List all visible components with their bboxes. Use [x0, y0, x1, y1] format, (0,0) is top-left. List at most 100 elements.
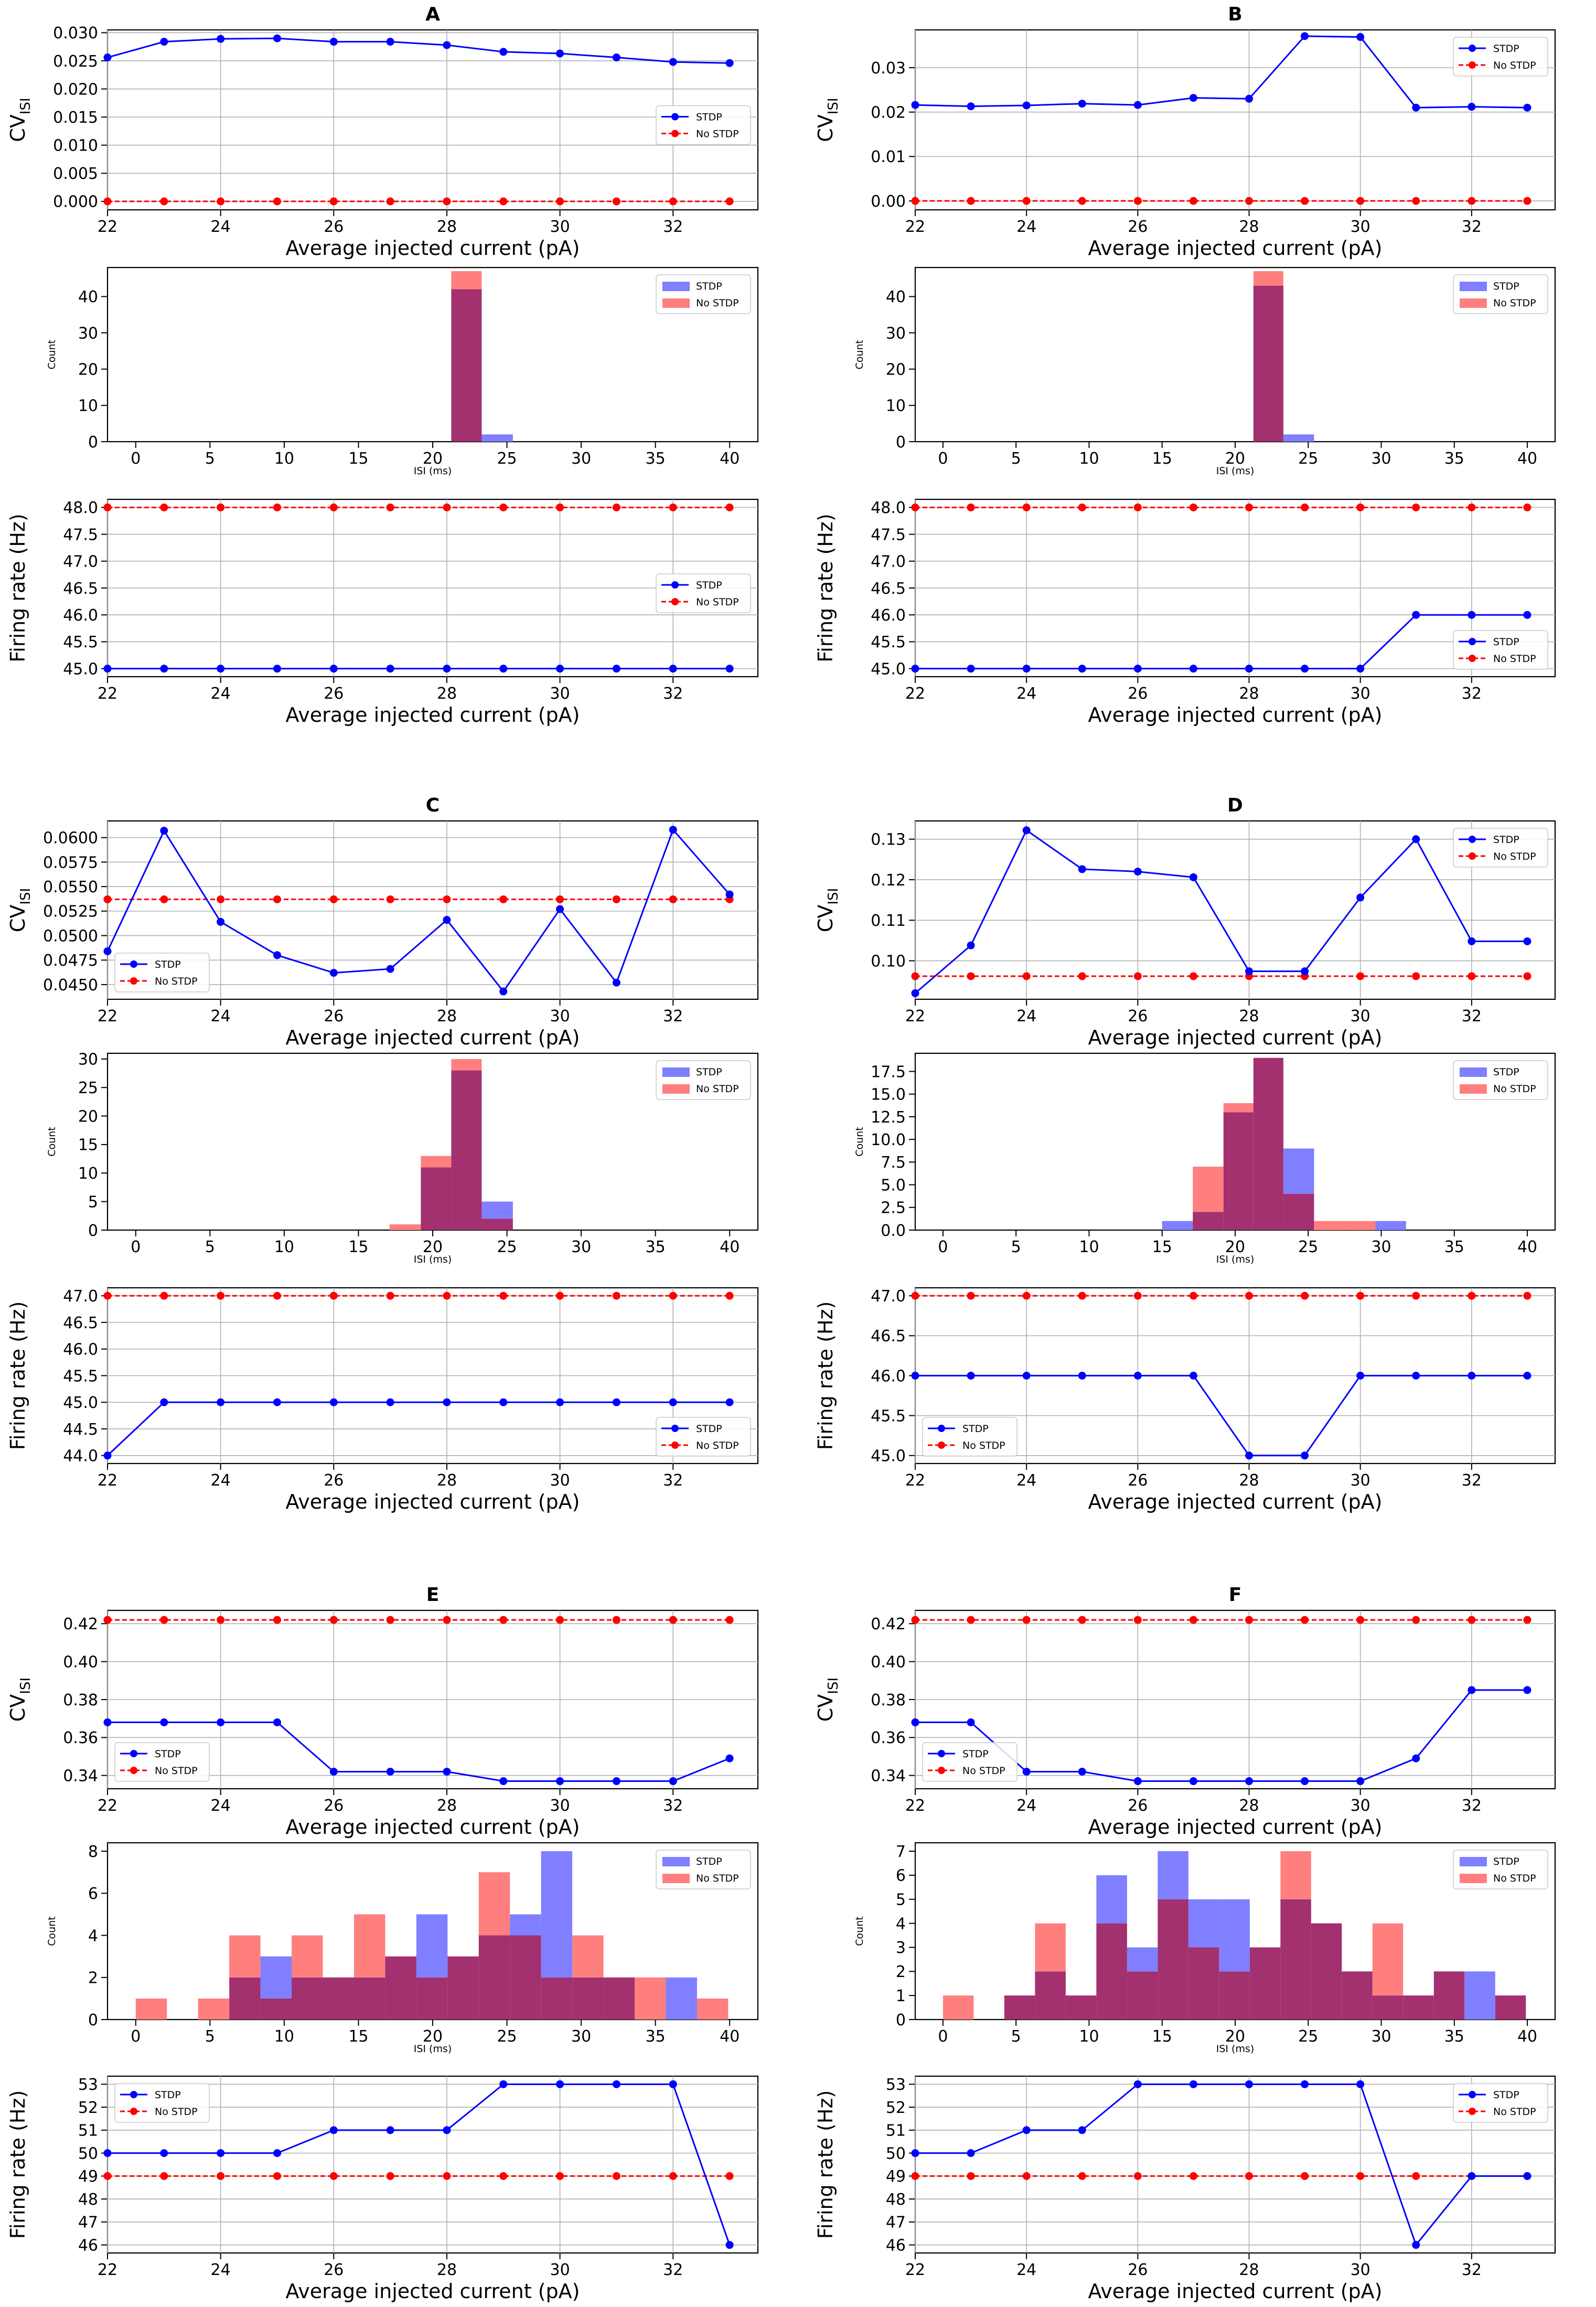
hist-bar-overlap — [323, 1977, 354, 2020]
nostdp-point — [669, 1616, 677, 1624]
stdp-point — [556, 49, 564, 58]
stdp-point — [1301, 2080, 1309, 2088]
ytick-label: 3 — [896, 1939, 906, 1957]
stdp-point — [1301, 1777, 1309, 1786]
stdp-point — [217, 917, 225, 926]
xtick-label: 32 — [663, 1797, 683, 1815]
hist-bar-nostdp — [1372, 1923, 1404, 1996]
nostdp-point — [669, 895, 677, 903]
legend-nostdp-patch — [662, 1084, 690, 1094]
legend-nostdp-label: No STDP — [962, 1440, 1005, 1451]
ytick-label: 0.00 — [871, 193, 906, 211]
panel-title: B — [1228, 4, 1242, 25]
stdp-point — [329, 665, 338, 673]
stdp-point — [443, 665, 451, 673]
legend-stdp-marker — [1469, 836, 1476, 843]
stdp-point — [1468, 1686, 1476, 1694]
ytick-label: 40 — [886, 288, 906, 306]
ytick-label: 0.40 — [63, 1653, 98, 1671]
ytick-label: 45.5 — [871, 1407, 906, 1425]
nostdp-point — [1078, 1616, 1086, 1624]
hist-bar-overlap — [541, 1977, 573, 2020]
stdp-point — [217, 2149, 225, 2158]
stdp-point — [1245, 1777, 1254, 1786]
xtick-label: 28 — [1239, 1007, 1259, 1026]
nostdp-point — [612, 197, 620, 206]
stdp-point — [273, 2149, 281, 2158]
legend-stdp-label: STDP — [696, 112, 722, 123]
xtick-label: 26 — [324, 1471, 344, 1490]
stdp-point — [273, 665, 281, 673]
hist-bar-overlap — [1372, 1995, 1404, 2020]
xtick-label: 35 — [646, 1238, 666, 1256]
hist-bar-overlap — [447, 1956, 479, 2020]
ytick-label: 46.5 — [871, 580, 906, 598]
ytick-label: 6 — [896, 1867, 906, 1885]
xtick-label: 32 — [663, 1471, 683, 1490]
ytick-label: 52 — [78, 2099, 98, 2117]
hist-bar-stdp — [1188, 1899, 1219, 1948]
hist-bar-stdp — [1096, 1875, 1127, 1924]
ytick-label: 0.0550 — [43, 878, 98, 896]
ytick-label: 51 — [886, 2122, 906, 2140]
nostdp-point — [669, 197, 677, 206]
xtick-label: 22 — [98, 1471, 117, 1490]
stdp-point — [1356, 1372, 1365, 1380]
ytick-label: 47.5 — [871, 526, 906, 544]
nostdp-point — [103, 197, 112, 206]
hist-bar-overlap — [1004, 1995, 1035, 2020]
nostdp-point — [103, 895, 112, 903]
stdp-point — [1078, 100, 1086, 108]
legend: STDP No STDP — [114, 953, 210, 992]
legend-nostdp-label: No STDP — [1493, 1873, 1536, 1884]
nostdp-point — [556, 1616, 564, 1624]
xtick-label: 22 — [98, 685, 117, 703]
legend-nostdp-marker — [671, 130, 679, 137]
legend-stdp-patch — [1460, 1067, 1487, 1077]
xtick-label: 15 — [1152, 1238, 1172, 1256]
stdp-point — [1356, 893, 1365, 902]
nostdp-point — [499, 895, 508, 903]
legend-stdp-marker — [1469, 45, 1476, 52]
nostdp-point — [217, 895, 225, 903]
stdp-point — [725, 2241, 734, 2249]
nostdp-point — [386, 1291, 394, 1300]
xtick-label: 26 — [1128, 2261, 1148, 2279]
series-stdp-line — [107, 37, 730, 64]
legend-stdp-marker — [1469, 638, 1476, 645]
legend: STDP No STDP — [656, 1417, 751, 1457]
xtick-label: 32 — [1462, 1797, 1482, 1815]
xtick-label: 25 — [497, 450, 517, 468]
nostdp-point — [1078, 503, 1086, 511]
nostdp-point — [160, 503, 168, 511]
nostdp-point — [1412, 1291, 1420, 1300]
stdp-point — [1468, 103, 1476, 111]
legend-nostdp-patch — [1460, 298, 1487, 308]
stdp-point — [329, 1767, 338, 1776]
nostdp-point — [386, 895, 394, 903]
stdp-point — [1523, 1686, 1531, 1694]
hist-bar-stdp — [481, 1201, 513, 1219]
nostdp-point — [273, 2172, 281, 2180]
ytick-label: 0 — [88, 1222, 98, 1240]
y-axis-label: CVISI — [814, 98, 841, 142]
legend: STDP No STDP — [656, 1850, 751, 1889]
nostdp-point — [1468, 503, 1476, 511]
hist-bar-overlap — [1283, 1193, 1314, 1230]
stdp-point — [386, 965, 394, 973]
stdp-point — [725, 1754, 734, 1763]
xtick-label: 10 — [274, 2027, 294, 2046]
stdp-point — [386, 665, 394, 673]
nostdp-point — [443, 895, 451, 903]
nostdp-point — [1189, 1291, 1197, 1300]
xtick-label: 28 — [1239, 1471, 1259, 1490]
nostdp-point — [911, 1291, 919, 1300]
ytick-label: 0.015 — [53, 109, 98, 127]
xtick-label: 26 — [324, 1797, 344, 1815]
stdp-point — [612, 2080, 620, 2088]
ytick-label: 4 — [88, 1927, 98, 1945]
xtick-label: 24 — [1016, 1471, 1036, 1490]
ytick-label: 46.0 — [63, 606, 98, 625]
nostdp-point — [160, 895, 168, 903]
